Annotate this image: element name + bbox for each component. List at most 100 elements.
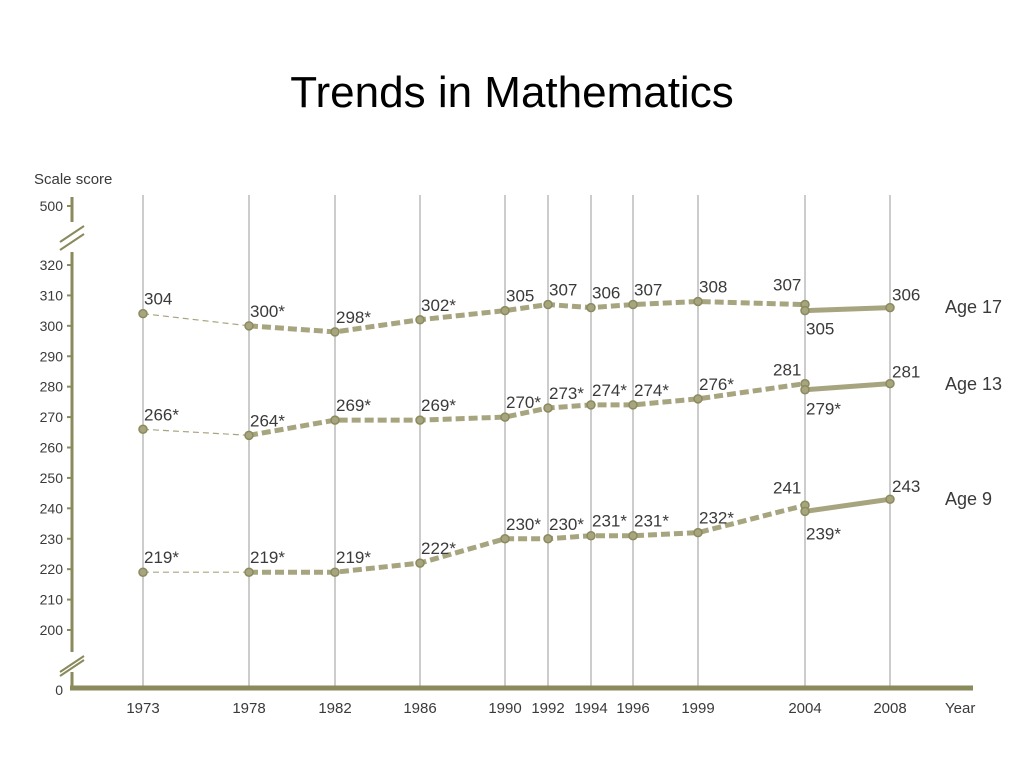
y-tick-label: 260 [40,440,64,456]
x-tick-label: 1996 [616,700,649,717]
data-label-age-13: 274* [592,381,627,400]
axis-break-mark-0 [59,225,85,243]
data-point-age-9 [693,527,703,538]
y-tick-label: 240 [40,500,64,516]
data-point-age-13 [500,412,510,422]
data-label-revised-age-13: 281 [892,363,920,382]
y-tick-label: 500 [40,198,64,214]
data-label-age-17: 300* [250,302,285,321]
data-label-revised-age-9: 243 [892,477,920,496]
series-line-age-17 [248,298,806,335]
data-point-revised-age-17 [885,302,895,313]
data-point-age-17 [693,296,703,307]
data-label-age-13: 270* [506,393,541,412]
data-point-age-17 [500,305,510,316]
x-axis-title: Year [945,700,975,717]
data-label-age-9: 231* [592,512,627,531]
data-label-revised-age-17: 306 [892,286,920,305]
y-tick-label: 200 [40,622,64,638]
series-label-age-17: Age 17 [945,297,1002,317]
data-label-age-9: 219* [250,548,285,567]
grid-layer [142,195,891,688]
data-label-age-17: 307 [773,276,801,295]
axis-break-mark-1 [59,659,85,677]
data-point-age-17 [543,299,553,310]
data-point-age-13 [628,400,638,410]
data-label-age-9: 230* [506,515,541,534]
x-tick-label: 2004 [788,700,821,717]
data-label-age-17: 306 [592,284,620,303]
x-tick-label: 1978 [232,700,265,717]
data-point-age-9 [244,567,254,577]
y-tick-label: 0 [55,682,63,698]
y-tick-label: 250 [40,470,64,486]
data-label-age-13: 276* [699,375,734,394]
data-point-age-9 [586,530,596,541]
y-tick-label: 300 [40,318,64,334]
data-point-age-9 [138,567,148,577]
data-point-age-17 [586,302,596,313]
data-label-age-17: 304 [144,290,172,309]
data-point-age-13 [543,403,553,413]
y-tick-label: 320 [40,257,64,273]
y-tick-label: 210 [40,592,64,608]
data-point-age-17 [330,327,340,337]
series-line-revised-age-9 [804,496,891,514]
data-point-revised-age-13 [885,378,895,389]
y-axis-title: Scale score [34,171,112,188]
y-tick-label: 270 [40,409,64,425]
data-label-age-9: 219* [336,548,371,567]
data-label-age-13: 269* [421,396,456,415]
data-point-age-9 [330,567,340,577]
data-point-age-13 [693,394,703,404]
data-label-age-17: 305 [506,287,534,306]
data-label-revised-age-9: 239* [806,524,841,543]
series-layer [138,296,895,577]
data-point-age-17 [628,299,638,310]
x-tick-label: 1999 [681,700,714,717]
data-point-revised-age-17 [800,305,810,316]
data-label-age-9: 219* [144,548,179,567]
series-line-thin-age-17 [142,313,250,327]
series-line-thin-age-13 [142,428,250,436]
x-tick-label: 1990 [488,700,521,717]
y-tick-label: 280 [40,379,64,395]
data-point-revised-age-13 [800,384,810,395]
data-label-age-13: 273* [549,384,584,403]
data-label-age-17: 302* [421,296,456,315]
y-tick-label: 230 [40,531,64,547]
data-label-age-9: 231* [634,512,669,531]
data-label-age-9: 232* [699,509,734,528]
data-label-revised-age-13: 279* [806,400,841,419]
data-point-age-13 [138,424,148,434]
data-point-age-9 [543,534,553,544]
data-point-revised-age-9 [885,494,895,504]
data-point-age-9 [500,534,510,544]
data-point-age-17 [244,321,254,331]
series-line-revised-age-17 [804,305,891,314]
slide-title: Trends in Mathematics [290,68,734,117]
data-point-revised-age-9 [800,506,810,517]
data-point-age-9 [628,530,638,541]
data-label-age-17: 307 [634,281,662,300]
data-label-age-13: 266* [144,405,179,424]
data-point-age-9 [415,558,425,568]
x-tick-label: 1982 [318,700,351,717]
series-label-age-9: Age 9 [945,489,992,509]
data-label-age-13: 274* [634,381,669,400]
y-tick-label: 310 [40,287,64,303]
series-line-revised-age-13 [804,381,891,393]
data-label-age-17: 307 [549,281,577,300]
x-tick-label: 1973 [126,700,159,717]
data-point-age-13 [586,400,596,410]
data-label-age-9: 241 [773,478,801,497]
data-point-age-13 [415,415,425,425]
axis-layer [59,197,973,691]
data-point-age-13 [244,430,254,441]
data-label-revised-age-17: 305 [806,320,834,339]
data-label-age-17: 308 [699,278,727,297]
series-label-age-13: Age 13 [945,374,1002,394]
y-tick-label: 220 [40,561,64,577]
x-tick-label: 1992 [531,700,564,717]
data-point-age-13 [330,415,340,425]
